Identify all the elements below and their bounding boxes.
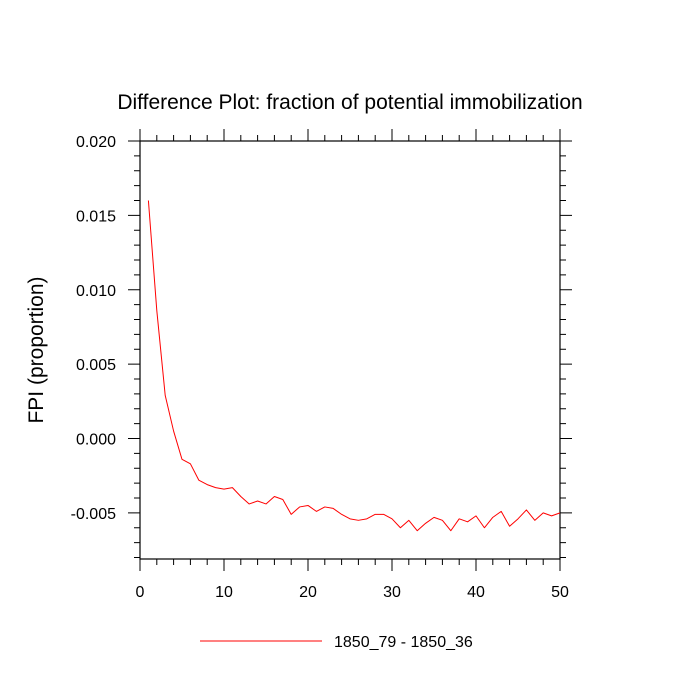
x-tick-label: 50 — [551, 584, 569, 601]
plot-border — [139, 140, 561, 560]
legend: 1850_79 - 1850_36 — [200, 634, 473, 651]
y-tick-label: 0.010 — [76, 283, 116, 300]
plot-frame — [139, 140, 561, 560]
series-line — [147, 200, 561, 532]
chart-title: Difference Plot: fraction of potential i… — [117, 91, 582, 114]
data-series — [147, 200, 561, 532]
y-tick-label: 0.015 — [76, 208, 116, 225]
legend-label: 1850_79 - 1850_36 — [334, 634, 473, 651]
y-tick-label: -0.005 — [71, 506, 116, 523]
x-tick-label: 0 — [136, 584, 145, 601]
x-tick-label: 10 — [215, 584, 233, 601]
x-tick-label: 40 — [467, 584, 485, 601]
y-axis-label: FPI (proportion) — [25, 276, 48, 423]
x-tick-label: 30 — [383, 584, 401, 601]
x-tick-label: 20 — [299, 584, 317, 601]
y-tick-label: 0.005 — [76, 357, 116, 374]
y-tick-label: 0.000 — [76, 432, 116, 449]
axis-ticks: 0 10 20 30 40 50 0.020 0.015 0.010 0.005 0.000 -0.0… — [71, 129, 572, 601]
y-tick-label: 0.020 — [76, 134, 116, 151]
